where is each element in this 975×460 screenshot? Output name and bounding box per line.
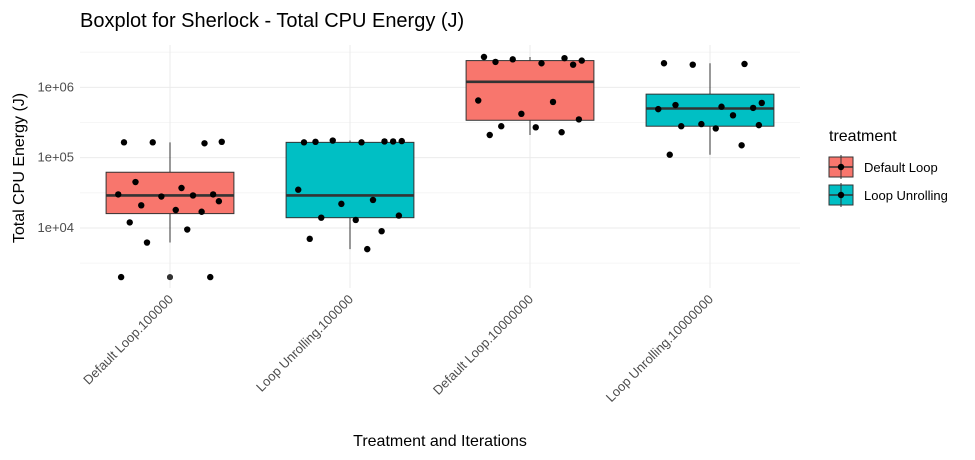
box-1 — [285, 140, 415, 250]
data-point — [718, 103, 725, 110]
data-point — [329, 137, 336, 144]
data-point — [352, 216, 359, 224]
data-point — [189, 192, 197, 199]
box-layer — [105, 57, 775, 281]
data-point — [398, 137, 405, 145]
chart-title: Boxplot for Sherlock - Total CPU Energy … — [80, 10, 464, 32]
data-point — [518, 110, 525, 118]
legend-item-0: Default Loop — [828, 155, 938, 179]
data-point — [575, 116, 583, 123]
point-layer — [115, 53, 765, 281]
data-point — [486, 131, 493, 139]
data-point — [755, 121, 763, 129]
data-point — [532, 124, 539, 131]
x-tick-label: Default Loop.10000000 — [430, 292, 536, 398]
y-axis-ticks: 1e+04 1e+05 1e+06 — [37, 79, 74, 235]
box-rect — [285, 141, 415, 219]
data-point — [209, 191, 217, 198]
data-point — [312, 138, 319, 146]
data-point — [389, 138, 397, 145]
data-point — [338, 200, 345, 208]
x-tick-label: Default Loop.100000 — [80, 292, 176, 388]
data-point — [666, 151, 673, 158]
data-point — [549, 98, 557, 106]
data-point — [498, 123, 505, 130]
data-point — [749, 104, 757, 112]
data-point — [378, 227, 385, 235]
data-point — [672, 101, 679, 109]
x-tick-label: Loop Unrolling.100000 — [253, 292, 356, 395]
data-point — [198, 208, 205, 215]
data-point — [569, 61, 577, 68]
y-axis-label: Total CPU Energy (J) — [11, 93, 28, 243]
data-point — [660, 60, 668, 67]
data-point — [207, 273, 214, 281]
legend-key-point — [837, 163, 845, 171]
data-point — [509, 56, 516, 63]
data-point — [126, 219, 133, 226]
data-point — [318, 214, 325, 221]
data-point — [381, 138, 388, 145]
data-point — [306, 235, 313, 243]
data-point — [120, 139, 128, 146]
data-point — [172, 206, 179, 214]
data-point — [758, 99, 765, 107]
data-point — [369, 196, 377, 204]
grid-lines — [80, 45, 800, 288]
data-point — [395, 212, 403, 219]
x-axis-ticks: Default Loop.100000 Loop Unrolling.100000… — [80, 292, 716, 405]
data-point — [138, 202, 145, 209]
data-point — [492, 58, 499, 66]
data-point — [558, 129, 565, 136]
y-tick-label: 1e+06 — [37, 79, 74, 94]
data-point — [132, 178, 139, 186]
data-point — [480, 53, 488, 61]
x-axis-label: Treatment and Iterations — [353, 433, 527, 450]
data-point — [538, 60, 545, 67]
legend-label: Default Loop — [864, 160, 938, 175]
data-point — [143, 239, 151, 246]
data-point — [578, 57, 585, 64]
data-point — [358, 139, 365, 146]
outlier-point — [167, 274, 173, 281]
data-point — [689, 61, 696, 68]
legend: treatment Default Loop Loop Unrolling — [828, 128, 948, 207]
data-point — [698, 120, 705, 128]
data-point — [117, 273, 125, 281]
data-point — [655, 105, 662, 113]
data-point — [218, 138, 225, 146]
data-point — [149, 139, 156, 146]
data-point — [475, 97, 482, 104]
data-point — [561, 54, 568, 62]
legend-title: treatment — [829, 128, 897, 145]
legend-item-1: Loop Unrolling — [828, 183, 948, 207]
data-point — [729, 112, 737, 119]
y-tick-label: 1e+04 — [37, 220, 74, 235]
box-2 — [465, 57, 595, 135]
data-point — [184, 226, 191, 233]
data-point — [678, 123, 685, 130]
data-point — [158, 193, 165, 200]
legend-label: Loop Unrolling — [864, 188, 948, 203]
box-rect — [465, 60, 595, 121]
data-point — [364, 245, 371, 253]
data-point — [300, 139, 308, 146]
legend-items: Default Loop Loop Unrolling — [828, 155, 948, 207]
data-point — [115, 191, 122, 198]
data-point — [178, 184, 185, 192]
data-point — [712, 125, 719, 132]
data-point — [741, 60, 748, 68]
data-point — [738, 142, 745, 149]
y-tick-label: 1e+05 — [37, 150, 74, 165]
plot-panel — [80, 45, 800, 288]
legend-key-point — [837, 191, 845, 199]
data-point — [201, 140, 208, 147]
x-tick-label: Loop Unrolling.10000000 — [603, 292, 716, 405]
data-point — [215, 198, 223, 205]
data-point — [295, 186, 302, 193]
